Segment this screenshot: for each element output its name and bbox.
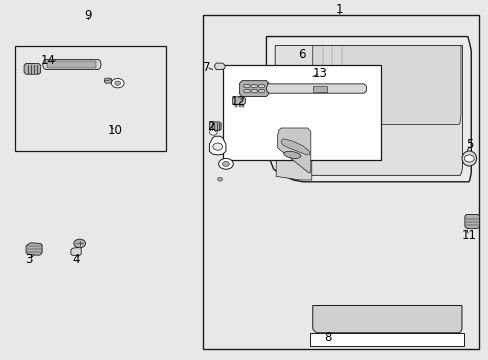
Polygon shape bbox=[277, 128, 310, 173]
Polygon shape bbox=[281, 139, 309, 155]
Circle shape bbox=[464, 155, 473, 162]
Text: 1: 1 bbox=[335, 3, 343, 16]
Polygon shape bbox=[312, 306, 461, 333]
Ellipse shape bbox=[243, 89, 250, 93]
Text: 13: 13 bbox=[312, 67, 327, 80]
Text: 8: 8 bbox=[324, 330, 331, 343]
Circle shape bbox=[111, 78, 124, 88]
Polygon shape bbox=[24, 63, 41, 74]
Polygon shape bbox=[266, 37, 470, 182]
Polygon shape bbox=[312, 45, 460, 125]
Text: 9: 9 bbox=[84, 9, 92, 22]
Ellipse shape bbox=[243, 84, 250, 88]
Circle shape bbox=[74, 239, 85, 248]
Bar bbox=[242, 105, 244, 107]
Text: 4: 4 bbox=[72, 253, 80, 266]
Text: 10: 10 bbox=[108, 124, 122, 137]
Bar bbox=[15, 45, 166, 151]
Polygon shape bbox=[209, 122, 221, 131]
Text: 11: 11 bbox=[460, 229, 475, 242]
Text: 12: 12 bbox=[231, 95, 245, 108]
Bar bbox=[47, 61, 96, 68]
Polygon shape bbox=[104, 78, 111, 83]
Circle shape bbox=[217, 177, 222, 181]
Circle shape bbox=[212, 143, 222, 150]
Polygon shape bbox=[26, 243, 42, 255]
Circle shape bbox=[209, 130, 217, 135]
Polygon shape bbox=[464, 215, 479, 228]
Circle shape bbox=[222, 161, 229, 166]
Bar bbox=[238, 105, 240, 107]
Text: 3: 3 bbox=[25, 253, 33, 266]
Text: 5: 5 bbox=[465, 138, 472, 151]
Bar bbox=[203, 15, 478, 348]
Text: 14: 14 bbox=[41, 54, 56, 67]
Polygon shape bbox=[239, 81, 268, 96]
Polygon shape bbox=[275, 45, 462, 175]
Ellipse shape bbox=[283, 151, 300, 158]
Ellipse shape bbox=[461, 151, 476, 166]
Text: 6: 6 bbox=[298, 48, 305, 61]
Polygon shape bbox=[310, 333, 463, 346]
Polygon shape bbox=[71, 247, 81, 255]
Polygon shape bbox=[232, 97, 245, 105]
Circle shape bbox=[218, 158, 233, 169]
Polygon shape bbox=[276, 125, 311, 180]
Bar bbox=[222, 65, 380, 160]
Polygon shape bbox=[266, 83, 366, 93]
Bar bbox=[312, 86, 327, 92]
Bar bbox=[234, 105, 236, 107]
Circle shape bbox=[115, 81, 121, 85]
Ellipse shape bbox=[250, 84, 257, 88]
Text: 2: 2 bbox=[207, 121, 215, 134]
Ellipse shape bbox=[250, 89, 257, 93]
Ellipse shape bbox=[258, 84, 264, 88]
Ellipse shape bbox=[258, 89, 264, 93]
Polygon shape bbox=[42, 59, 101, 69]
Text: 7: 7 bbox=[203, 60, 210, 73]
Polygon shape bbox=[209, 136, 225, 155]
Polygon shape bbox=[214, 63, 224, 69]
